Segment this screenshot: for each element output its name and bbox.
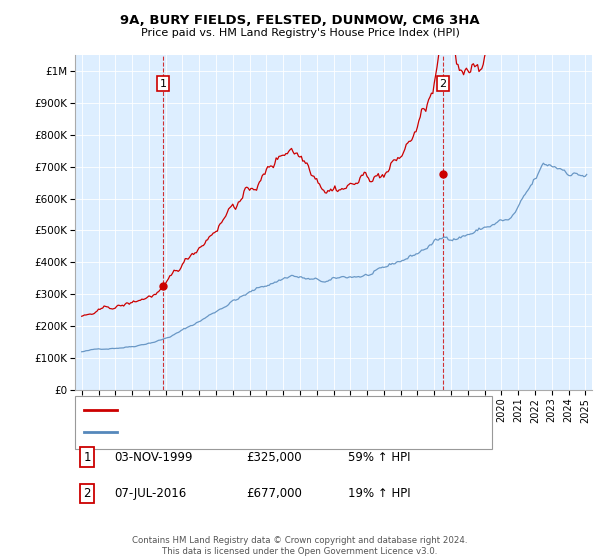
Text: 59% ↑ HPI: 59% ↑ HPI <box>348 451 410 464</box>
Text: 03-NOV-1999: 03-NOV-1999 <box>114 451 193 464</box>
Text: 2: 2 <box>439 79 446 88</box>
Text: 2: 2 <box>83 487 91 500</box>
Text: £677,000: £677,000 <box>246 487 302 500</box>
Text: Contains HM Land Registry data © Crown copyright and database right 2024.
This d: Contains HM Land Registry data © Crown c… <box>132 536 468 556</box>
Text: £325,000: £325,000 <box>246 451 302 464</box>
Text: 1: 1 <box>160 79 166 88</box>
Text: 9A, BURY FIELDS, FELSTED, DUNMOW, CM6 3HA: 9A, BURY FIELDS, FELSTED, DUNMOW, CM6 3H… <box>120 14 480 27</box>
Text: 1: 1 <box>83 451 91 464</box>
Text: HPI: Average price, detached house, Uttlesford: HPI: Average price, detached house, Uttl… <box>123 427 367 437</box>
Text: 9A, BURY FIELDS, FELSTED, DUNMOW, CM6 3HA (detached house): 9A, BURY FIELDS, FELSTED, DUNMOW, CM6 3H… <box>123 404 468 414</box>
Text: Price paid vs. HM Land Registry's House Price Index (HPI): Price paid vs. HM Land Registry's House … <box>140 28 460 38</box>
Text: 07-JUL-2016: 07-JUL-2016 <box>114 487 186 500</box>
Text: 19% ↑ HPI: 19% ↑ HPI <box>348 487 410 500</box>
